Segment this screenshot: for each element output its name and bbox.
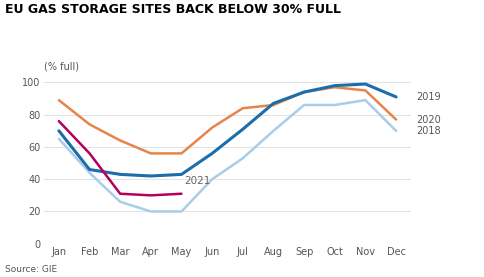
Text: 2019: 2019 (416, 92, 440, 102)
Text: 2021: 2021 (184, 176, 211, 186)
Text: EU GAS STORAGE SITES BACK BELOW 30% FULL: EU GAS STORAGE SITES BACK BELOW 30% FULL (5, 3, 341, 16)
Text: (% full): (% full) (44, 61, 78, 71)
Text: Source: GIE: Source: GIE (5, 265, 57, 274)
Text: 2020: 2020 (416, 114, 441, 125)
Text: 2018: 2018 (416, 126, 440, 136)
